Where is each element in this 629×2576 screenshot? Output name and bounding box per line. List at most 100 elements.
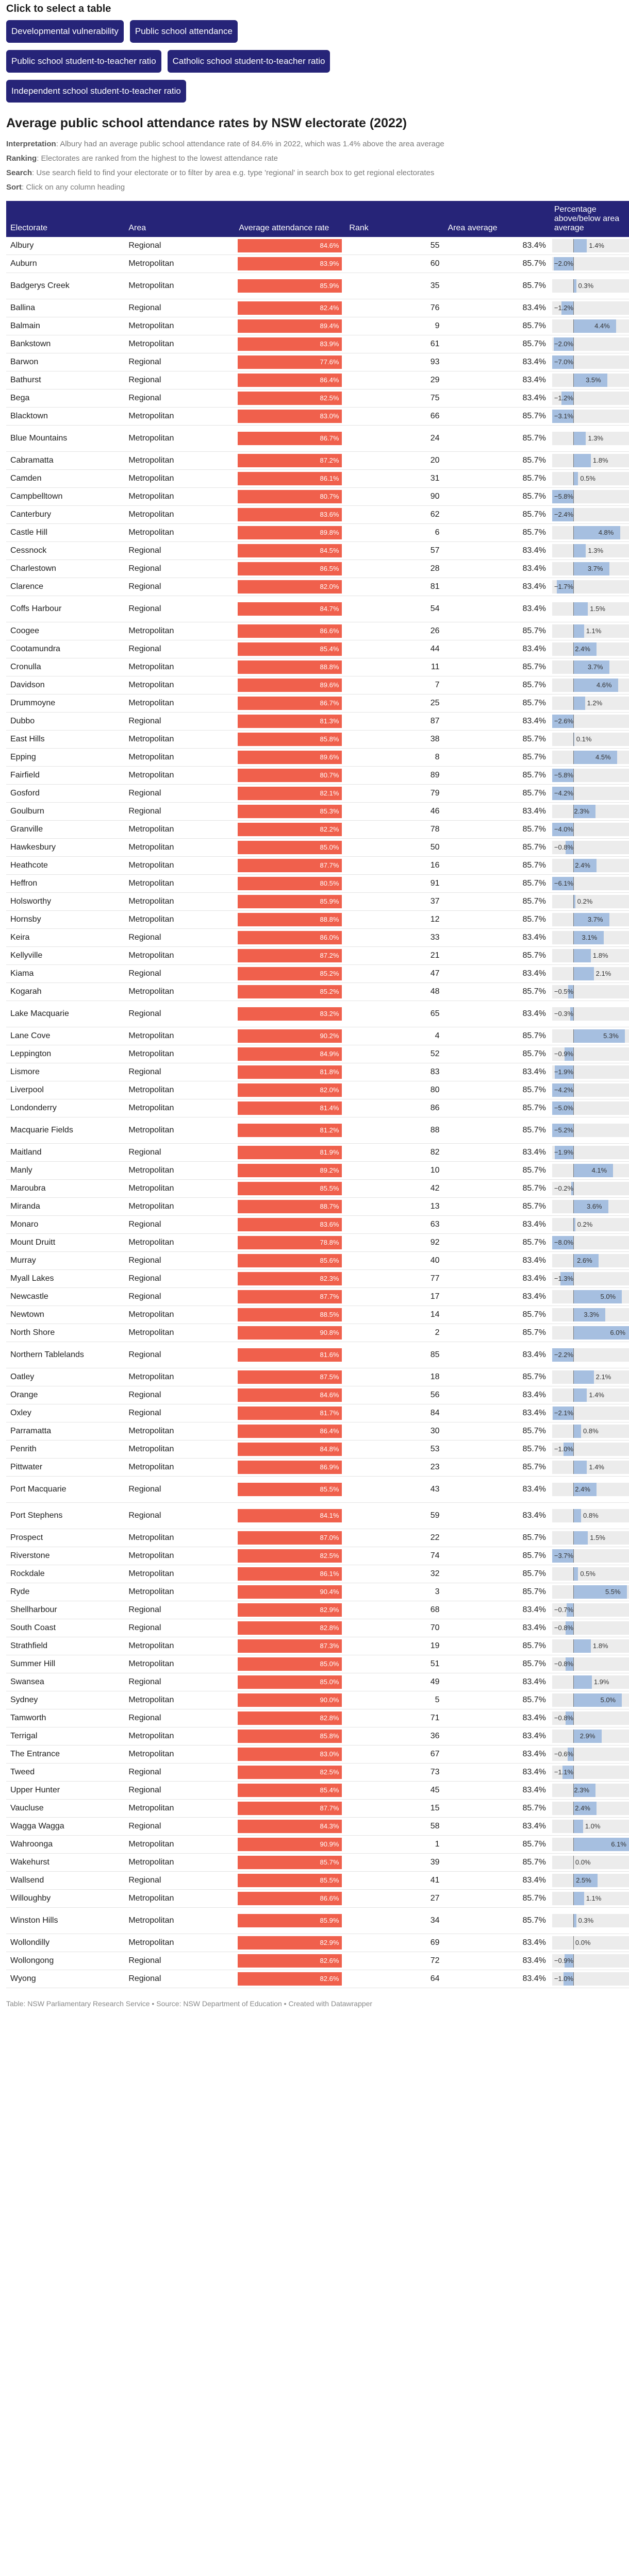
attendance-bar: 83.6% bbox=[238, 1218, 342, 1231]
difference-bar-track: 1.5% bbox=[552, 602, 629, 616]
zero-axis bbox=[573, 1784, 574, 1797]
table-row: Willoughby Metropolitan 86.6% 27 85.7% 1.1% bbox=[6, 1889, 629, 1908]
rank-cell: 54 bbox=[345, 596, 444, 622]
area-average-cell: 85.7% bbox=[443, 838, 550, 857]
public-student-teacher-ratio-button[interactable]: Public school student-to-teacher ratio bbox=[6, 50, 161, 73]
zero-axis bbox=[573, 1936, 574, 1950]
rank-cell: 48 bbox=[345, 982, 444, 1001]
difference-label: −5.8% bbox=[554, 493, 574, 500]
area-cell: Regional bbox=[124, 964, 235, 983]
electorate-cell: Canterbury bbox=[6, 505, 125, 524]
difference-bar-track: 1.4% bbox=[552, 1388, 629, 1402]
difference-cell: 4.5% bbox=[550, 748, 629, 767]
electorate-cell: Port Macquarie bbox=[6, 1476, 125, 1503]
electorate-cell: Tweed bbox=[6, 1763, 125, 1782]
attendance-cell: 85.5% bbox=[235, 1179, 345, 1198]
difference-label: −0.8% bbox=[554, 1660, 574, 1668]
difference-bar bbox=[573, 319, 617, 333]
zero-axis bbox=[573, 1272, 574, 1285]
table-row: Londonderry Metropolitan 81.4% 86 85.7% −5.0% bbox=[6, 1099, 629, 1117]
rank-cell: 42 bbox=[345, 1179, 444, 1198]
difference-cell: −0.5% bbox=[550, 982, 629, 1001]
difference-label: 5.5% bbox=[605, 1588, 621, 1596]
attendance-cell: 82.5% bbox=[235, 389, 345, 408]
area-cell: Metropolitan bbox=[124, 1655, 235, 1673]
col-header-attendance[interactable]: Average attendance rate bbox=[235, 201, 345, 237]
col-header-electorate[interactable]: Electorate bbox=[6, 201, 125, 237]
difference-cell: −3.1% bbox=[550, 407, 629, 426]
table-row: Shellharbour Regional 82.9% 68 83.4% −0.7% bbox=[6, 1601, 629, 1619]
electorate-cell: Terrigal bbox=[6, 1727, 125, 1745]
col-header-rank[interactable]: Rank bbox=[345, 201, 444, 237]
area-cell: Metropolitan bbox=[124, 730, 235, 749]
attendance-bar: 90.0% bbox=[238, 1693, 342, 1707]
difference-cell: −1.3% bbox=[550, 1269, 629, 1288]
rank-cell: 23 bbox=[345, 1458, 444, 1477]
table-row: Strathfield Metropolitan 87.3% 19 85.7% 1.8% bbox=[6, 1637, 629, 1655]
zero-axis bbox=[573, 787, 574, 800]
col-header-area-average[interactable]: Area average bbox=[443, 201, 550, 237]
difference-bar-track: 4.5% bbox=[552, 751, 629, 764]
area-average-cell: 85.7% bbox=[443, 255, 550, 273]
table-row: Prospect Metropolitan 87.0% 22 85.7% 1.5% bbox=[6, 1529, 629, 1547]
difference-label: 0.2% bbox=[577, 897, 593, 905]
rank-cell: 18 bbox=[345, 1368, 444, 1386]
difference-bar bbox=[552, 1124, 573, 1137]
col-header-difference[interactable]: Percentage above/below area average bbox=[550, 201, 629, 237]
col-header-area[interactable]: Area bbox=[124, 201, 235, 237]
difference-bar bbox=[573, 1730, 602, 1743]
difference-bar-track: 3.3% bbox=[552, 1308, 629, 1321]
attendance-cell: 90.0% bbox=[235, 1691, 345, 1709]
difference-label: 0.8% bbox=[583, 1512, 599, 1519]
area-cell: Regional bbox=[124, 1673, 235, 1691]
attendance-cell: 82.9% bbox=[235, 1934, 345, 1952]
difference-cell: −0.8% bbox=[550, 838, 629, 857]
difference-bar-track: 1.8% bbox=[552, 454, 629, 467]
table-row: Upper Hunter Regional 85.4% 45 83.4% 2.3% bbox=[6, 1781, 629, 1800]
attendance-bar: 82.9% bbox=[238, 1936, 342, 1950]
ranking-note: Ranking: Electorates are ranked from the… bbox=[6, 152, 623, 165]
table-row: Maitland Regional 81.9% 82 83.4% −1.9% bbox=[6, 1143, 629, 1162]
attendance-bar: 85.0% bbox=[238, 841, 342, 854]
developmental-vulnerability-button[interactable]: Developmental vulnerability bbox=[6, 20, 124, 43]
public-school-attendance-button[interactable]: Public school attendance bbox=[129, 20, 238, 43]
attendance-cell: 85.2% bbox=[235, 982, 345, 1001]
table-row: Murray Regional 85.6% 40 83.4% 2.6% bbox=[6, 1251, 629, 1270]
difference-cell: −2.0% bbox=[550, 335, 629, 353]
area-average-cell: 85.7% bbox=[443, 505, 550, 524]
difference-bar bbox=[563, 1972, 573, 1986]
difference-bar bbox=[565, 1621, 573, 1635]
area-cell: Regional bbox=[124, 1215, 235, 1234]
area-cell: Metropolitan bbox=[124, 1853, 235, 1872]
difference-cell: −1.7% bbox=[550, 578, 629, 596]
difference-bar-track: 2.4% bbox=[552, 642, 629, 656]
attendance-cell: 82.9% bbox=[235, 1601, 345, 1619]
difference-cell: 2.9% bbox=[550, 1727, 629, 1745]
difference-bar-track: 4.1% bbox=[552, 1164, 629, 1177]
table-row: Goulburn Regional 85.3% 46 83.4% 2.3% bbox=[6, 802, 629, 821]
zero-axis bbox=[573, 562, 574, 575]
attendance-bar: 81.8% bbox=[238, 1065, 342, 1079]
difference-bar-track: −2.0% bbox=[552, 337, 629, 351]
zero-axis bbox=[573, 1820, 574, 1833]
table-row: Hawkesbury Metropolitan 85.0% 50 85.7% −0.8% bbox=[6, 838, 629, 857]
rank-cell: 71 bbox=[345, 1709, 444, 1727]
attendance-cell: 90.8% bbox=[235, 1324, 345, 1342]
independent-student-teacher-ratio-button[interactable]: Independent school student-to-teacher ra… bbox=[6, 80, 186, 103]
difference-label: −2.0% bbox=[554, 340, 574, 348]
electorate-cell: Badgerys Creek bbox=[6, 273, 125, 299]
area-cell: Metropolitan bbox=[124, 1529, 235, 1547]
attendance-cell: 88.5% bbox=[235, 1306, 345, 1324]
area-cell: Metropolitan bbox=[124, 1583, 235, 1601]
attendance-bar: 86.0% bbox=[238, 931, 342, 944]
zero-axis bbox=[573, 472, 574, 485]
attendance-cell: 82.6% bbox=[235, 1952, 345, 1970]
table-row: Tamworth Regional 82.8% 71 83.4% −0.8% bbox=[6, 1709, 629, 1727]
catholic-student-teacher-ratio-button[interactable]: Catholic school student-to-teacher ratio bbox=[167, 50, 330, 73]
page-title: Average public school attendance rates b… bbox=[6, 116, 407, 130]
zero-axis bbox=[573, 715, 574, 728]
area-cell: Regional bbox=[124, 596, 235, 622]
attendance-bar: 83.2% bbox=[238, 1007, 342, 1021]
rank-cell: 66 bbox=[345, 407, 444, 426]
zero-axis bbox=[573, 355, 574, 369]
